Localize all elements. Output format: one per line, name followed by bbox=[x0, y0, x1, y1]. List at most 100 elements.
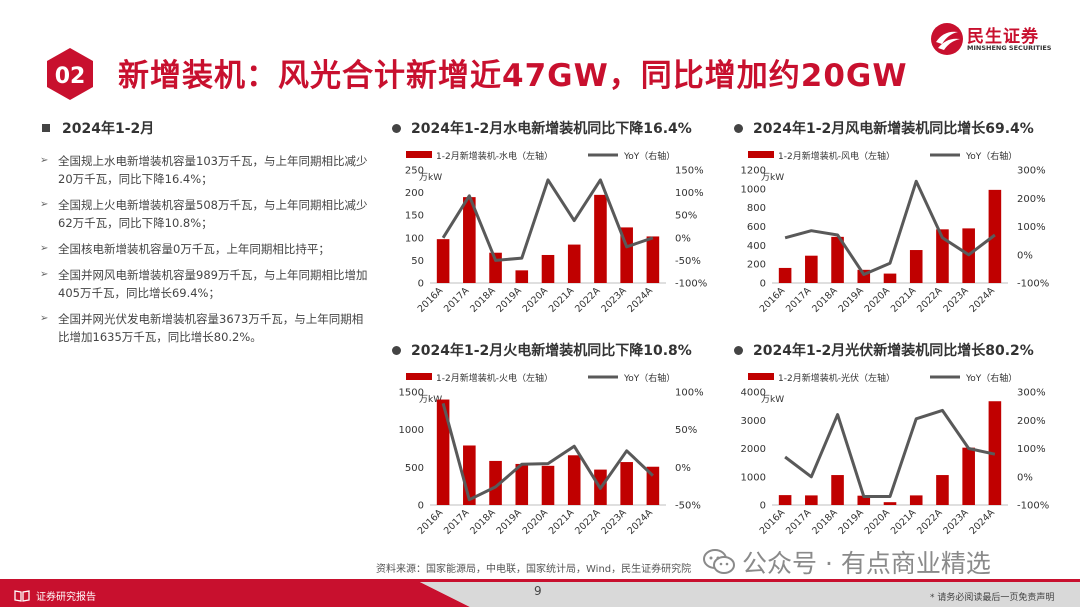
y-tick-left: 0 bbox=[760, 279, 766, 290]
x-tick-label: 2022A bbox=[915, 285, 945, 315]
x-tick-label: 2021A bbox=[889, 285, 919, 315]
chart-hydro: 2024年1-2月水电新增装机同比下降16.4% 1-2月新增装机-水电（左轴）… bbox=[392, 118, 732, 348]
x-tick-label: 2022A bbox=[573, 285, 603, 315]
arrow-bullet-icon: ➢ bbox=[40, 199, 49, 210]
arrow-bullet-icon: ➢ bbox=[40, 313, 49, 324]
bar bbox=[463, 197, 476, 283]
x-tick-label: 2020A bbox=[521, 285, 551, 315]
y-tick-left: 0 bbox=[418, 279, 424, 290]
section-badge: 02 bbox=[47, 48, 93, 100]
x-tick-label: 2023A bbox=[941, 507, 971, 537]
chart-title: 2024年1-2月光伏新增装机同比增长80.2% bbox=[734, 340, 1034, 360]
x-tick-label: 2021A bbox=[547, 285, 577, 315]
chart-title: 2024年1-2月风电新增装机同比增长69.4% bbox=[734, 118, 1034, 138]
chart-thermal: 2024年1-2月火电新增装机同比下降10.8% 1-2月新增装机-火电（左轴）… bbox=[392, 340, 732, 570]
legend-bar-label: 1-2月新增装机-光伏（左轴） bbox=[778, 372, 895, 384]
bar bbox=[962, 447, 975, 505]
legend-bar-swatch bbox=[748, 151, 774, 158]
chart-wind: 2024年1-2月风电新增装机同比增长69.4% 1-2月新增装机-风电（左轴）… bbox=[734, 118, 1074, 348]
chart-title: 2024年1-2月火电新增装机同比下降10.8% bbox=[392, 340, 692, 360]
chart-svg: 1-2月新增装机-水电（左轴） YoY（右轴） 万kW 0 50 100 150 200 250… bbox=[405, 150, 707, 315]
legend-line-label: YoY（右轴） bbox=[623, 150, 675, 162]
x-tick-label: 2017A bbox=[442, 507, 472, 537]
section-number: 02 bbox=[55, 64, 86, 89]
y-tick-right: -100% bbox=[1017, 279, 1049, 290]
y-tick-right: 50% bbox=[675, 211, 697, 222]
x-tick-label: 2024A bbox=[626, 285, 656, 315]
y-tick-left: 50 bbox=[411, 256, 424, 267]
bar bbox=[936, 475, 949, 505]
summary-bullet-text: 全国核电新增装机容量0万千瓦，上年同期相比持平； bbox=[58, 242, 330, 256]
bar bbox=[778, 267, 792, 283]
x-tick-label: 2023A bbox=[599, 507, 629, 537]
y-tick-left: 1000 bbox=[741, 472, 766, 483]
y-tick-left: 400 bbox=[747, 241, 766, 252]
dot-bullet-icon bbox=[392, 123, 401, 133]
y-tick-right: 0% bbox=[1017, 250, 1033, 261]
bar bbox=[541, 465, 555, 505]
y-tick-right: 300% bbox=[1017, 166, 1046, 177]
x-tick-label: 2024A bbox=[626, 507, 656, 537]
y-tick-left: 4000 bbox=[741, 388, 766, 399]
y-tick-right: 300% bbox=[1017, 388, 1046, 399]
bar bbox=[936, 229, 949, 283]
arrow-bullet-icon: ➢ bbox=[40, 243, 49, 254]
y-tick-left: 500 bbox=[405, 463, 424, 474]
y-tick-right: 100% bbox=[1017, 444, 1046, 455]
bar bbox=[778, 495, 792, 505]
y-tick-right: 150% bbox=[675, 166, 704, 177]
y-tick-right: 100% bbox=[675, 188, 704, 199]
legend-bar-label: 1-2月新增装机-水电（左轴） bbox=[436, 150, 553, 162]
arrow-bullet-icon: ➢ bbox=[40, 269, 49, 280]
y-tick-left: 3000 bbox=[741, 416, 766, 427]
y-tick-left: 600 bbox=[747, 222, 766, 233]
footer-left: 证券研究报告 bbox=[14, 588, 96, 603]
chart-legend: 1-2月新增装机-风电（左轴） YoY（右轴） bbox=[748, 150, 1017, 162]
summary-bullet: ➢ 全国并网风电新增装机容量989万千瓦，与上年同期相比增加405万千瓦，同比增长… bbox=[40, 266, 370, 302]
summary-panel: 2024年1-2月 ➢ 全国规上水电新增装机容量103万千瓦，与上年同期相比减少2… bbox=[40, 118, 370, 354]
unit-label: 万kW bbox=[761, 395, 784, 405]
y-tick-left: 0 bbox=[760, 501, 766, 512]
x-tick-label: 2019A bbox=[836, 285, 866, 315]
page-title: 新增装机：风光合计新增近47GW，同比增加约20GW bbox=[118, 58, 908, 94]
chart-title-text: 2024年1-2月光伏新增装机同比增长80.2% bbox=[753, 343, 1034, 359]
square-bullet-icon bbox=[42, 124, 50, 132]
bar bbox=[620, 462, 633, 505]
legend-bar-swatch bbox=[406, 151, 432, 158]
bar bbox=[909, 495, 923, 505]
bar bbox=[646, 236, 660, 283]
unit-label: 万kW bbox=[419, 173, 442, 183]
logo-name-cn: 民生证券 bbox=[967, 27, 1039, 47]
y-tick-right: 100% bbox=[1017, 222, 1046, 233]
legend-bar-label: 1-2月新增装机-火电（左轴） bbox=[436, 372, 553, 384]
y-tick-left: 200 bbox=[405, 188, 424, 199]
chart-svg: 1-2月新增装机-光伏（左轴） YoY（右轴） 万kW 0 1000 2000 3000 40… bbox=[741, 372, 1050, 537]
summary-heading: 2024年1-2月 bbox=[40, 118, 370, 138]
bar bbox=[436, 239, 450, 283]
summary-bullet: ➢ 全国并网光伏发电新增装机容量3673万千瓦，与上年同期相比增加1635万千瓦，… bbox=[40, 310, 370, 346]
y-tick-right: -100% bbox=[1017, 501, 1049, 512]
x-tick-label: 2022A bbox=[573, 507, 603, 537]
bar bbox=[831, 236, 844, 283]
logo-mark-icon bbox=[931, 23, 963, 55]
x-tick-label: 2019A bbox=[836, 507, 866, 537]
book-icon bbox=[14, 589, 30, 602]
bar bbox=[567, 244, 581, 283]
y-tick-left: 1000 bbox=[399, 425, 424, 436]
y-tick-left: 100 bbox=[405, 233, 424, 244]
x-tick-label: 2018A bbox=[468, 507, 498, 537]
x-tick-label: 2021A bbox=[547, 507, 577, 537]
legend-line-label: YoY（右轴） bbox=[965, 372, 1017, 384]
x-tick-label: 2018A bbox=[810, 285, 840, 315]
y-tick-left: 1200 bbox=[741, 166, 766, 177]
bar bbox=[883, 273, 897, 283]
bar bbox=[567, 455, 581, 505]
summary-bullet: ➢ 全国规上水电新增装机容量103万千瓦，与上年同期相比减少20万千瓦，同比下降1… bbox=[40, 152, 370, 188]
y-tick-right: 0% bbox=[675, 233, 691, 244]
x-tick-label: 2017A bbox=[784, 507, 814, 537]
y-tick-left: 150 bbox=[405, 211, 424, 222]
x-tick-label: 2020A bbox=[521, 507, 551, 537]
legend-line-label: YoY（右轴） bbox=[965, 150, 1017, 162]
dot-bullet-icon bbox=[734, 123, 743, 133]
logo-name-en: MINSHENG SECURITIES bbox=[967, 44, 1052, 52]
